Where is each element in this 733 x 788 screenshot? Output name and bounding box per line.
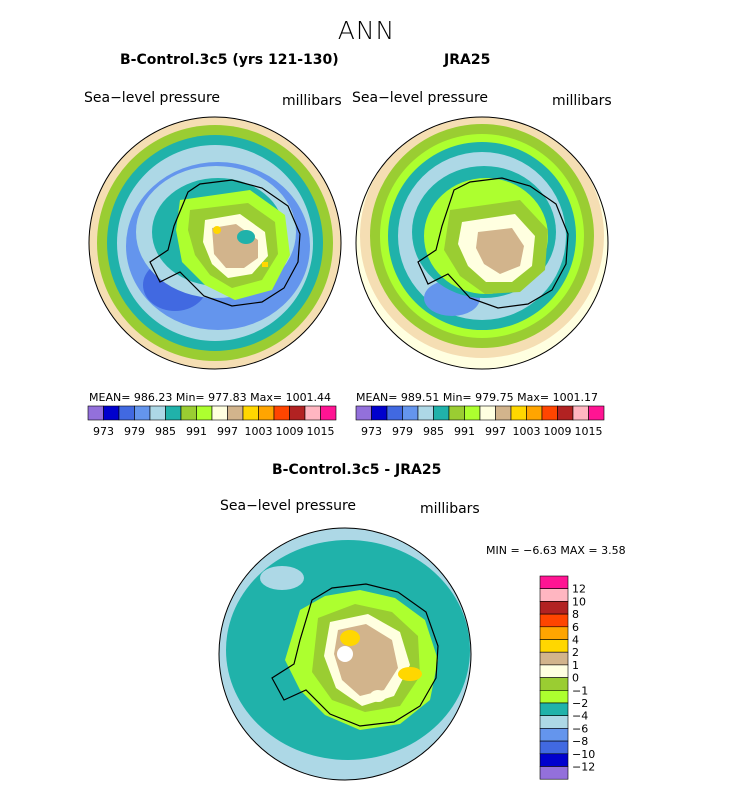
model-polar-map bbox=[89, 117, 341, 369]
diff-colorbar-swatch bbox=[539, 702, 569, 716]
model-colorbar-swatch bbox=[103, 405, 120, 421]
obs-colorbar-swatch bbox=[402, 405, 419, 421]
diff-colorbar-label: −10 bbox=[572, 748, 595, 761]
model-colorbar-label: 973 bbox=[93, 425, 114, 438]
obs-colorbar-label: 991 bbox=[454, 425, 475, 438]
model-colorbar-swatch bbox=[118, 405, 135, 421]
model-colorbar-label: 991 bbox=[186, 425, 207, 438]
model-colorbar-swatch bbox=[149, 405, 166, 421]
diff-colorbar-label: 12 bbox=[572, 583, 586, 596]
obs-units-label: millibars bbox=[552, 93, 612, 109]
model-colorbar-swatch bbox=[258, 405, 275, 421]
model-stats: MEAN= 986.23 Min= 977.83 Max= 1001.44 bbox=[89, 391, 332, 404]
model-colorbar-swatch bbox=[227, 405, 244, 421]
diff-colorbar-label: −8 bbox=[572, 735, 588, 748]
model-colorbar-swatch bbox=[165, 405, 182, 421]
model-colorbar-swatch bbox=[134, 405, 151, 421]
obs-colorbar-label: 1015 bbox=[575, 425, 603, 438]
diff-colorbar-swatch bbox=[539, 677, 569, 691]
obs-colorbar-swatch bbox=[464, 405, 481, 421]
obs-panel-title: JRA25 bbox=[444, 52, 491, 68]
diff-colorbar-swatch bbox=[539, 575, 569, 589]
obs-colorbar-label: 1009 bbox=[544, 425, 572, 438]
model-panel-title: B-Control.3c5 (yrs 121-130) bbox=[120, 52, 339, 68]
diff-colorbar-swatch bbox=[539, 740, 569, 755]
model-colorbar-label: 1009 bbox=[276, 425, 304, 438]
model-colorbar: 973 979 985 991 997 1003 1009 1015 bbox=[87, 405, 337, 438]
model-colorbar-label: 985 bbox=[155, 425, 176, 438]
diff-colorbar-label: 6 bbox=[572, 621, 579, 634]
obs-colorbar-swatch bbox=[557, 405, 574, 421]
model-units-label: millibars bbox=[282, 93, 342, 109]
diff-colorbar-swatch bbox=[539, 690, 569, 704]
model-colorbar-label: 1003 bbox=[245, 425, 273, 438]
model-colorbar-swatch bbox=[289, 405, 306, 421]
diff-colorbar-label: −4 bbox=[572, 710, 588, 723]
diff-variable-label: Sea−level pressure bbox=[220, 498, 357, 514]
obs-colorbar-label: 985 bbox=[423, 425, 444, 438]
diff-colorbar-label: 0 bbox=[572, 672, 579, 685]
diff-colorbar-swatch bbox=[539, 753, 569, 767]
model-colorbar-swatch bbox=[320, 405, 337, 421]
model-colorbar-swatch bbox=[196, 405, 213, 421]
diff-colorbar-label: −1 bbox=[572, 684, 588, 697]
diff-polar-map bbox=[219, 528, 471, 780]
model-colorbar-label: 997 bbox=[217, 425, 238, 438]
diff-panel-title: B-Control.3c5 - JRA25 bbox=[272, 462, 442, 478]
diff-colorbar-label: 4 bbox=[572, 634, 579, 647]
model-colorbar-swatch bbox=[242, 405, 259, 421]
obs-colorbar-swatch bbox=[572, 405, 589, 421]
diff-colorbar-label: 8 bbox=[572, 608, 579, 621]
obs-colorbar-swatch bbox=[510, 405, 527, 421]
obs-colorbar-swatch bbox=[355, 405, 372, 421]
diff-colorbar-label: −2 bbox=[572, 697, 588, 710]
diff-colorbar-swatch bbox=[539, 601, 569, 615]
obs-colorbar-swatch bbox=[386, 405, 403, 421]
model-colorbar-swatch bbox=[304, 405, 321, 421]
diff-colorbar-swatch bbox=[539, 664, 569, 678]
diff-colorbar-swatch bbox=[539, 588, 569, 602]
obs-colorbar: 973 979 985 991 997 1003 1009 1015 bbox=[355, 405, 605, 438]
diff-colorbar-label: 2 bbox=[572, 646, 579, 659]
obs-colorbar-label: 1003 bbox=[513, 425, 541, 438]
diff-colorbar-swatch bbox=[539, 766, 569, 780]
diff-colorbar-swatch bbox=[539, 639, 569, 653]
obs-colorbar-swatch bbox=[588, 405, 605, 421]
diff-colorbar-label: −6 bbox=[572, 722, 588, 735]
diff-colorbar-swatch bbox=[539, 715, 569, 729]
obs-colorbar-label: 973 bbox=[361, 425, 382, 438]
obs-colorbar-swatch bbox=[448, 405, 465, 421]
obs-variable-label: Sea−level pressure bbox=[352, 90, 489, 106]
model-colorbar-swatch bbox=[273, 405, 290, 421]
model-colorbar-label: 979 bbox=[124, 425, 145, 438]
diff-colorbar-swatch bbox=[539, 728, 569, 742]
main-title: ANN bbox=[337, 16, 396, 45]
diff-units-label: millibars bbox=[420, 501, 480, 517]
model-colorbar-swatch bbox=[211, 405, 228, 421]
model-variable-label: Sea−level pressure bbox=[84, 90, 221, 106]
diff-colorbar-swatch bbox=[539, 651, 569, 666]
obs-colorbar-swatch bbox=[495, 405, 512, 421]
obs-colorbar-swatch bbox=[526, 405, 543, 421]
obs-colorbar-swatch bbox=[479, 405, 496, 421]
obs-colorbar-label: 997 bbox=[485, 425, 506, 438]
diff-colorbar-label: 10 bbox=[572, 595, 586, 608]
obs-colorbar-swatch bbox=[541, 405, 558, 421]
obs-stats: MEAN= 989.51 Min= 979.75 Max= 1001.17 bbox=[356, 391, 599, 404]
diff-colorbar-label: −12 bbox=[572, 761, 595, 774]
model-colorbar-swatch bbox=[87, 405, 104, 421]
obs-colorbar-swatch bbox=[371, 405, 388, 421]
diff-colorbar-swatch bbox=[539, 613, 569, 628]
diff-colorbar-swatch bbox=[539, 626, 569, 640]
diff-colorbar-label: 1 bbox=[572, 659, 579, 672]
obs-colorbar-swatch bbox=[417, 405, 434, 421]
model-colorbar-label: 1015 bbox=[307, 425, 335, 438]
obs-colorbar-swatch bbox=[433, 405, 450, 421]
obs-colorbar-label: 979 bbox=[392, 425, 413, 438]
model-colorbar-swatch bbox=[180, 405, 197, 421]
obs-polar-map bbox=[356, 117, 608, 369]
diff-stats: MIN = −6.63 MAX = 3.58 bbox=[486, 544, 626, 557]
